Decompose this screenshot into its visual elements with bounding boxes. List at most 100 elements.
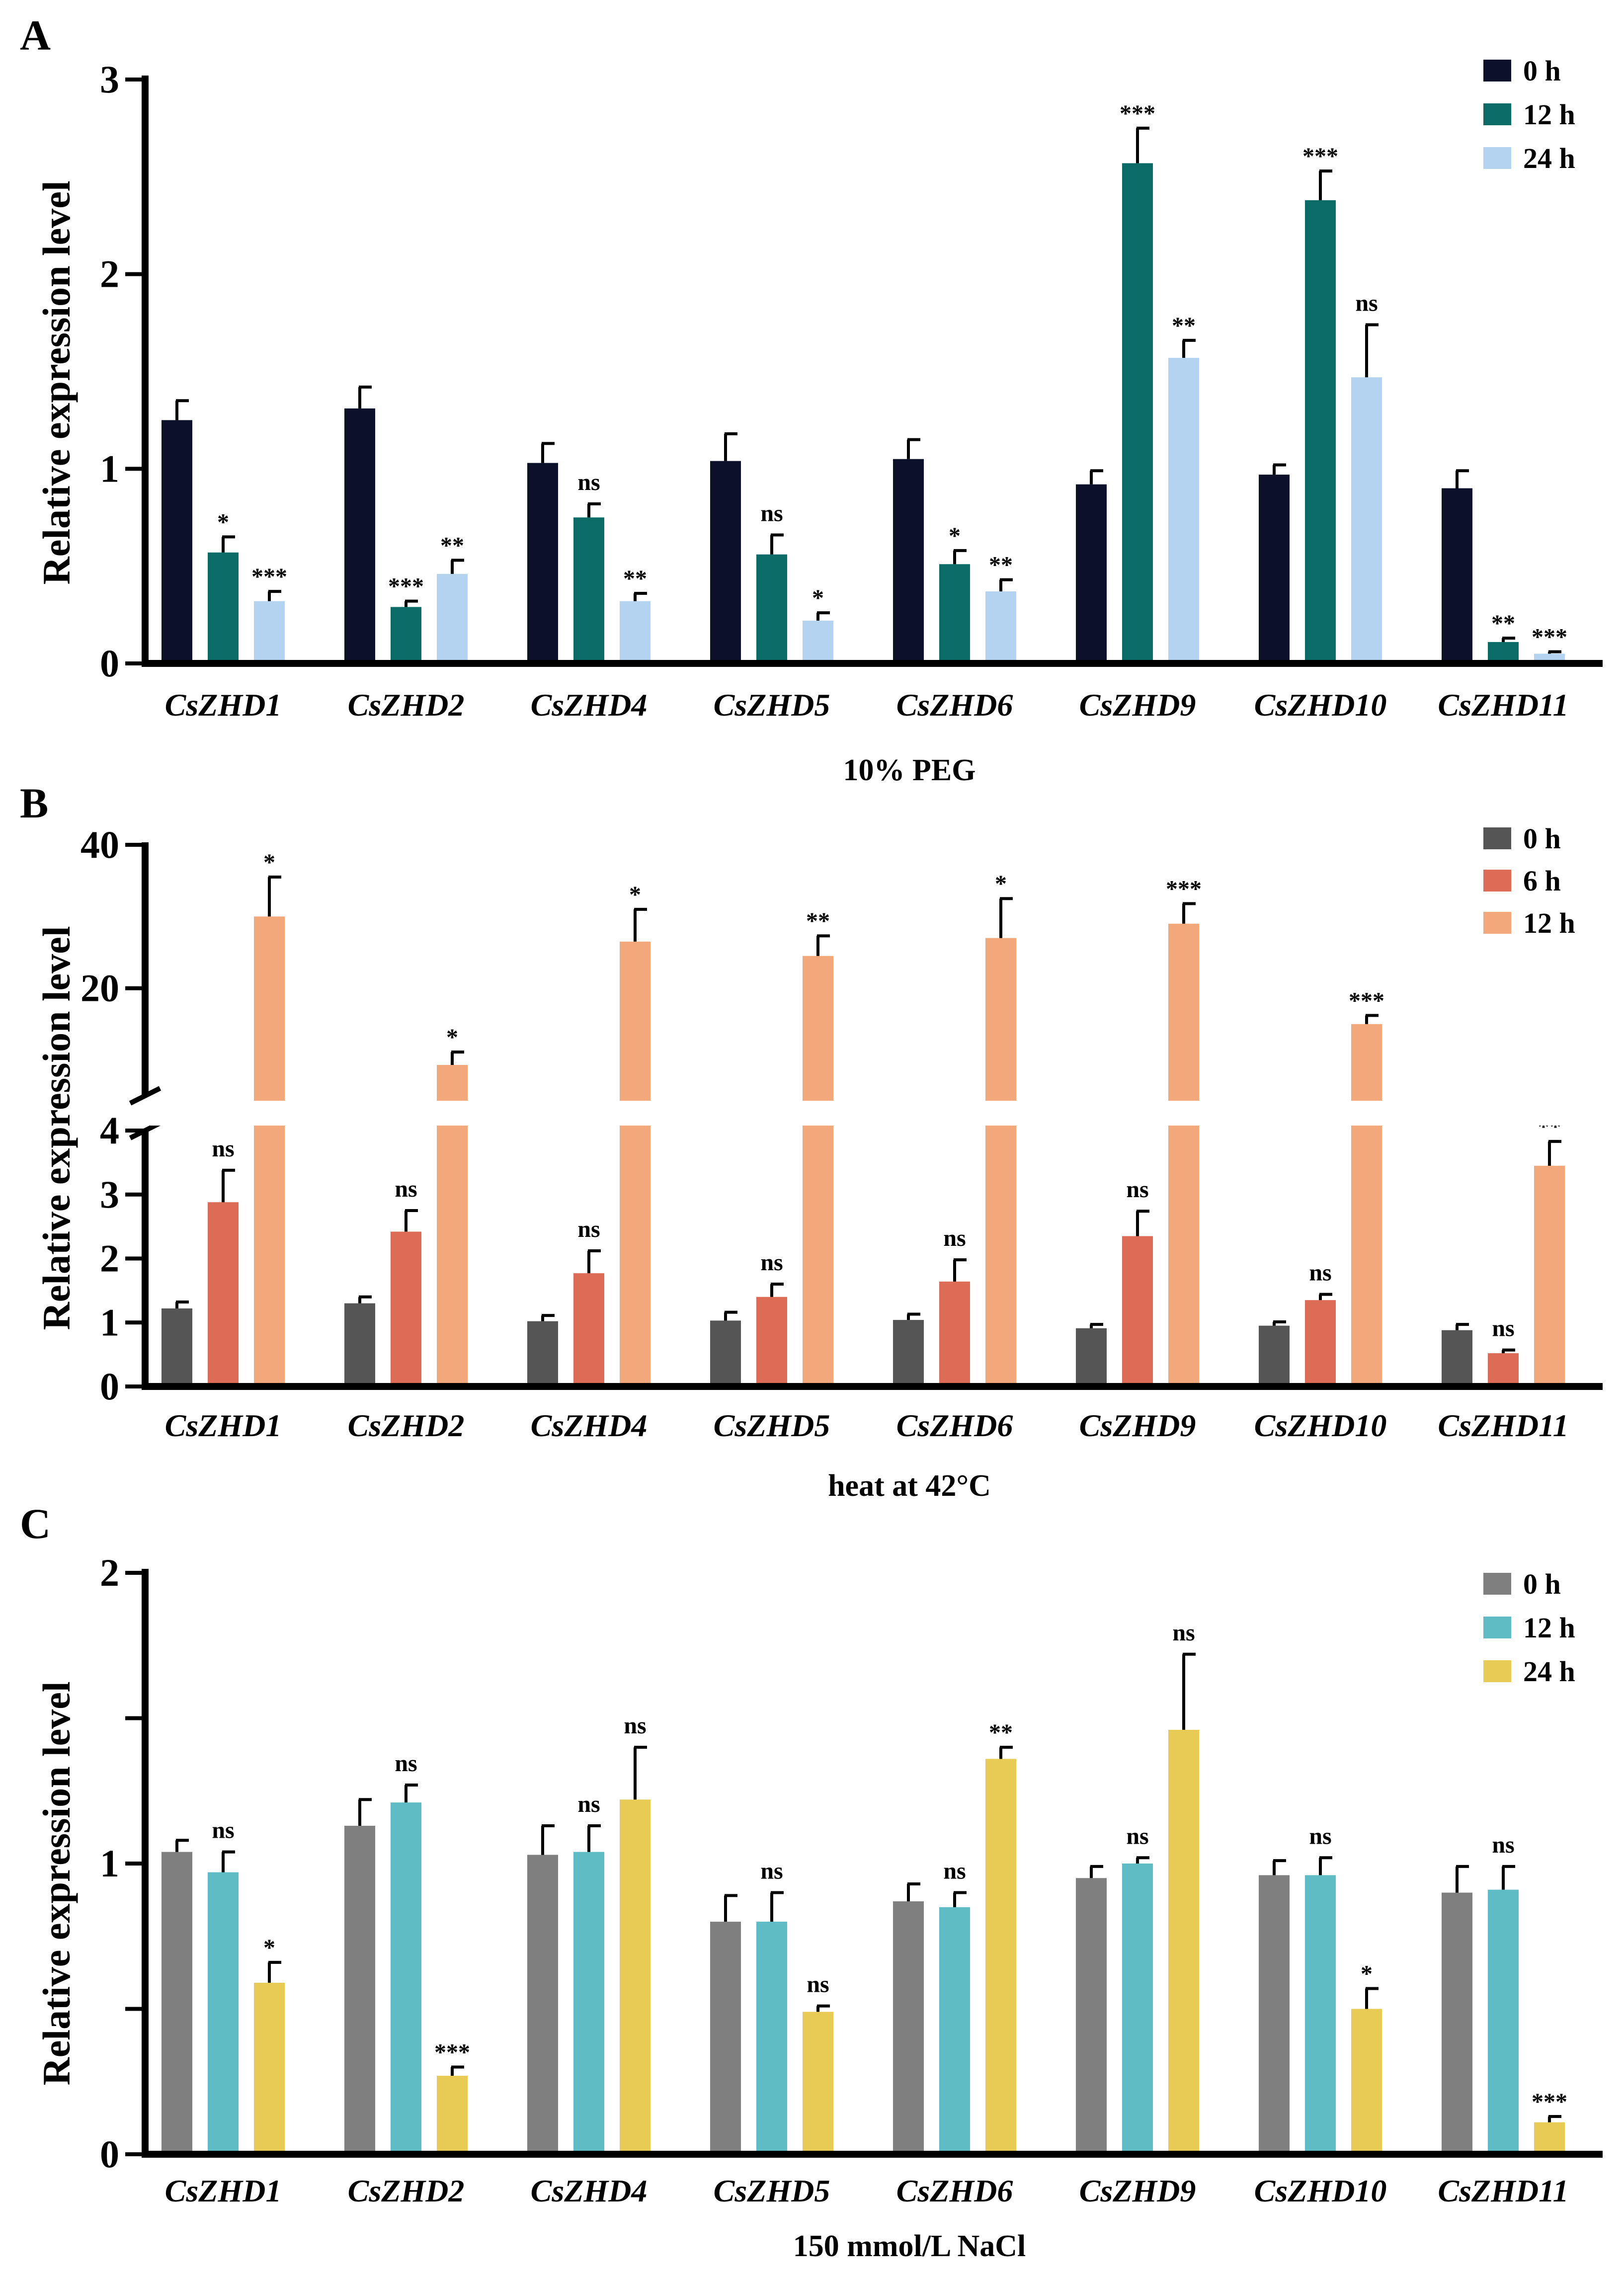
bar-cszhd6-0 — [893, 1901, 924, 2154]
panel-b-axes: CsZHD1 CsZHD2 CsZHD4 CsZHD5 CsZHD6 CsZHD9 CsZH… — [81, 823, 1603, 1443]
bar-cszhd5-0 — [710, 1922, 741, 2154]
gene-label-cszhd11: CsZHD11 — [1438, 1408, 1568, 1443]
significance-label: ns — [577, 469, 600, 495]
significance-label: * — [263, 849, 275, 876]
y-tick-label: 20 — [81, 967, 119, 1010]
panel-c-axes: CsZHD1 CsZHD2 CsZHD4 CsZHD5 CsZHD6 CsZHD9 CsZH… — [100, 1551, 1603, 2208]
legend-swatch-2 — [1483, 1660, 1511, 1682]
bar-cszhd6-2 — [985, 1759, 1016, 2154]
bar-cszhd10-2 — [1351, 377, 1382, 663]
panel-a-y-axis-title: Relative expression level — [35, 180, 78, 584]
y-tick-label: 3 — [100, 1173, 119, 1216]
bar-cszhd6-1 — [939, 1907, 970, 2154]
gene-label-cszhd4: CsZHD4 — [531, 687, 648, 723]
axis-break-mark — [129, 1086, 162, 1106]
bar-cszhd1-2 — [254, 601, 285, 663]
significance-label: ns — [577, 1791, 600, 1817]
gene-label-cszhd5: CsZHD5 — [714, 1408, 830, 1443]
bar-cszhd4-1 — [573, 517, 604, 663]
y-tick-label: 2 — [100, 252, 119, 296]
bar-cszhd4-0 — [527, 1321, 558, 1386]
bar-cszhd1-0 — [162, 1852, 192, 2154]
legend-label-2: 24 h — [1523, 142, 1575, 174]
bar-cszhd10-1 — [1305, 1300, 1336, 1386]
y-tick-label: 1 — [100, 1301, 119, 1344]
bar-cszhd6-0 — [893, 459, 924, 663]
bar-cszhd2-2 — [437, 573, 468, 663]
bar-cszhd6-2 — [985, 938, 1016, 1386]
gene-label-cszhd6: CsZHD6 — [896, 1408, 1013, 1443]
significance-label: ** — [806, 908, 830, 934]
panel-a-bars: **** *****ns**ns************ns***** — [162, 100, 1567, 664]
significance-label: *** — [434, 2039, 470, 2066]
bar-cszhd5-0 — [710, 461, 741, 663]
significance-label: *** — [251, 564, 287, 590]
gene-label-cszhd2: CsZHD2 — [348, 687, 465, 723]
gene-label-cszhd2: CsZHD2 — [348, 2173, 465, 2208]
panel-c-legend: 0 h 12 h 24 h — [1483, 1568, 1575, 1688]
y-tick-label: 4 — [100, 1109, 119, 1152]
bar-cszhd5-2 — [803, 956, 833, 1386]
gene-label-cszhd11: CsZHD11 — [1438, 687, 1568, 723]
bar-cszhd9-0 — [1076, 1878, 1107, 2154]
legend-label-0: 0 h — [1523, 1568, 1561, 1600]
bar-cszhd9-1 — [1122, 1236, 1153, 1386]
bar-cszhd5-1 — [756, 1297, 787, 1386]
legend-swatch-1 — [1483, 103, 1511, 125]
significance-label: ns — [395, 1176, 417, 1202]
bar-cszhd9-2 — [1168, 358, 1199, 663]
panel-c-y-axis-title: Relative expression level — [35, 1681, 78, 2085]
bar-cszhd6-1 — [939, 564, 970, 663]
panel-c-letter: C — [20, 1500, 51, 1547]
legend-swatch-0 — [1483, 60, 1511, 81]
bar-cszhd4-1 — [573, 1852, 604, 2154]
y-tick-label: 40 — [81, 823, 119, 866]
bar-cszhd11-0 — [1442, 1892, 1472, 2154]
panel-b-y-axis-title: Relative expression level — [35, 926, 78, 1330]
bar-cszhd5-2 — [803, 620, 833, 663]
legend-swatch-2 — [1483, 912, 1511, 934]
gene-label-cszhd6: CsZHD6 — [896, 2173, 1013, 2208]
bar-cszhd11-1 — [1488, 1889, 1519, 2154]
legend-label-1: 6 h — [1523, 865, 1561, 897]
gene-label-cszhd1: CsZHD1 — [165, 2173, 282, 2208]
gene-label-cszhd5: CsZHD5 — [714, 2173, 830, 2208]
bar-cszhd9-1 — [1122, 163, 1153, 664]
panel-c: C Relative expression level 150 mmol/L N… — [20, 1500, 1603, 2263]
y-tick-label: 2 — [100, 1237, 119, 1280]
bar-cszhd9-2 — [1168, 1729, 1199, 2154]
bar-cszhd10-0 — [1259, 1325, 1290, 1386]
legend-swatch-0 — [1483, 1573, 1511, 1595]
significance-label: *** — [1166, 876, 1202, 902]
bar-cszhd10-0 — [1259, 475, 1290, 663]
significance-label: ** — [989, 1719, 1013, 1746]
bar-cszhd4-2 — [620, 601, 650, 663]
bar-cszhd4-2 — [620, 941, 650, 1386]
bar-cszhd2-1 — [391, 1231, 421, 1386]
legend-label-1: 12 h — [1523, 98, 1575, 131]
bar-cszhd9-2 — [1168, 923, 1199, 1386]
significance-label: ns — [212, 1136, 234, 1162]
gene-label-cszhd9: CsZHD9 — [1079, 687, 1196, 723]
panel-c-x-axis-title: 150 mmol/L NaCl — [793, 2229, 1026, 2263]
legend-swatch-1 — [1483, 1617, 1511, 1638]
significance-label: *** — [1302, 143, 1338, 169]
bar-cszhd1-1 — [208, 552, 239, 663]
panel-b-letter: B — [20, 779, 48, 827]
bar-cszhd9-0 — [1076, 484, 1107, 663]
bar-cszhd4-2 — [620, 1799, 650, 2154]
significance-label: ns — [1355, 290, 1378, 317]
significance-label: * — [1361, 1961, 1373, 1987]
significance-label: * — [217, 509, 229, 535]
bar-cszhd10-2 — [1351, 2009, 1382, 2154]
bar-cszhd1-2 — [254, 1982, 285, 2154]
y-tick-label: 1 — [100, 447, 119, 490]
legend-label-1: 12 h — [1523, 1612, 1575, 1644]
bar-cszhd11-1 — [1488, 642, 1519, 663]
significance-label: * — [263, 1935, 275, 1961]
y-tick-label: 3 — [100, 58, 119, 101]
legend-swatch-0 — [1483, 827, 1511, 849]
significance-label: ns — [760, 1249, 783, 1276]
legend-label-2: 12 h — [1523, 907, 1575, 939]
panel-a-letter: A — [20, 11, 51, 59]
